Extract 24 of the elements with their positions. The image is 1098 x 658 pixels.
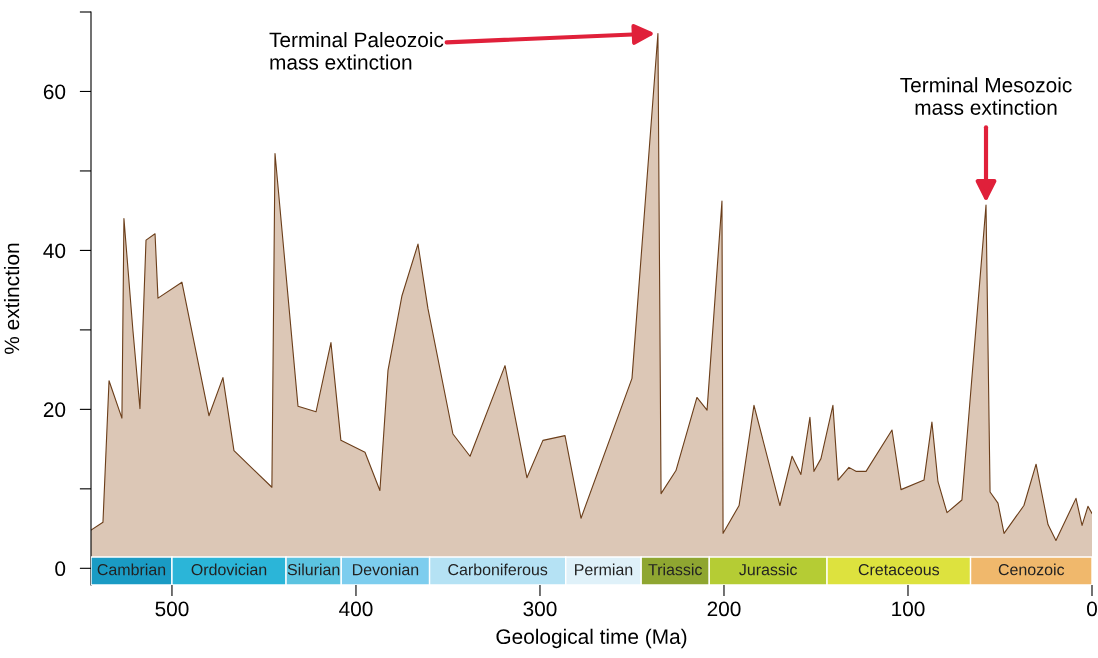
annotation: Terminal Paleozoic mass extinction <box>269 31 444 70</box>
band-label: Permian <box>575 563 633 576</box>
annotation: Terminal Mesozoic mass extinction <box>900 77 1072 115</box>
y-tick-label: 40 <box>43 243 66 259</box>
x-tick-label: 500 <box>155 601 189 617</box>
y-tick-label: 20 <box>43 402 66 418</box>
y-axis-title: % extinction <box>3 243 20 354</box>
band-label: Cenozoic <box>998 563 1065 576</box>
band-label: Triassic <box>648 563 703 576</box>
band-label: Cambrian <box>97 563 166 576</box>
x-tick-label: 200 <box>707 601 741 617</box>
y-tick-label: 0 <box>55 561 66 577</box>
x-tick-label: 300 <box>523 601 557 617</box>
x-tick-label: 400 <box>339 601 373 617</box>
x-axis-title: Geological time (Ma) <box>496 628 687 649</box>
band-label: Devonian <box>352 563 419 576</box>
y-tick-label: 60 <box>43 84 66 100</box>
x-tick-label: 0 <box>1087 601 1097 617</box>
band-label: Jurassic <box>739 563 798 576</box>
band-label: Carboniferous <box>448 563 548 576</box>
band-label: Silurian <box>287 563 340 576</box>
band-label: Cretaceous <box>858 563 940 576</box>
band-label: Ordovician <box>191 563 267 576</box>
x-tick-label: 100 <box>892 601 925 617</box>
